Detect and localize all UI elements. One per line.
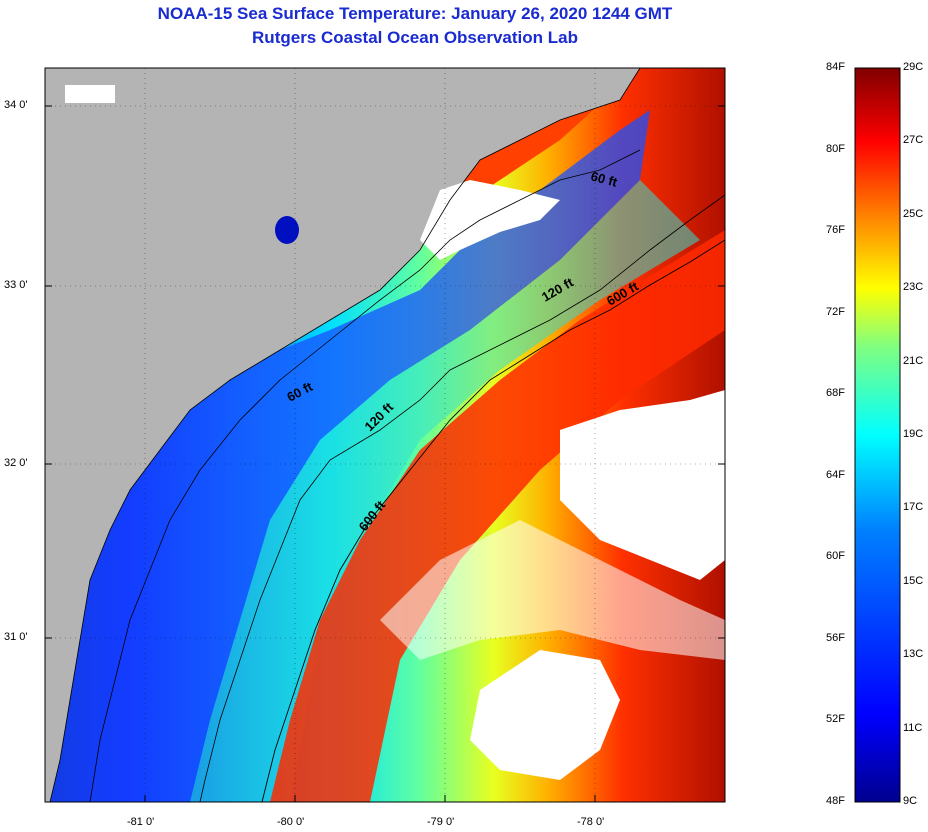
lat-label: 31 0' — [4, 631, 28, 643]
lon-label: -78 0' — [577, 816, 605, 828]
lat-label: 34 0' — [4, 99, 28, 111]
lat-label: 32 0' — [4, 457, 28, 469]
colorbar-fahrenheit-label: 68F — [826, 387, 845, 400]
cloud-area-east — [560, 390, 725, 580]
isobath-120ft — [199, 194, 725, 802]
isobath-600ft — [261, 239, 725, 802]
colorbar-fahrenheit-label: 52F — [826, 713, 845, 726]
map-subtitle: Rutgers Coastal Ocean Observation Lab — [252, 28, 578, 47]
cloud-area-speckled — [380, 520, 725, 660]
colorbar-celsius-label: 27C — [903, 134, 924, 147]
colorbar-celsius-label: 13C — [903, 648, 924, 661]
colorbar-celsius-label: 15C — [903, 574, 924, 587]
colorbar-fahrenheit-label: 80F — [826, 142, 845, 155]
colorbar-celsius-label: 19C — [903, 428, 924, 440]
map-title: NOAA-15 Sea Surface Temperature: January… — [157, 4, 673, 23]
colorbar-celsius-label: 29C — [903, 61, 924, 73]
isobath-60ft — [89, 149, 641, 802]
colorbar-celsius-label: 21C — [903, 354, 924, 367]
isobath-label: 60 ft — [589, 168, 619, 190]
lon-label: -80 0' — [277, 816, 305, 828]
colorbar-celsius-label: 17C — [903, 501, 924, 514]
colorbar-fahrenheit-label: 48F — [826, 795, 845, 807]
map-panel: 60 ft 60 ft 120 ft 120 ft 600 ft 600 ft — [45, 68, 725, 802]
colorbar-fahrenheit-label: 76F — [826, 224, 845, 237]
lon-label: -81 0' — [127, 816, 155, 828]
colorbar-fahrenheit-label: 60F — [826, 550, 845, 563]
colorbar-celsius-label: 11C — [903, 721, 923, 734]
colorbar-fahrenheit-label: 84F — [826, 61, 845, 73]
colorbar-fahrenheit-label: 64F — [826, 468, 845, 481]
colorbar-fahrenheit-label: 72F — [826, 305, 845, 318]
colorbar-celsius-label: 25C — [903, 207, 924, 220]
colorbar — [854, 67, 901, 803]
lon-ticks — [144, 795, 596, 802]
lat-ticks — [45, 105, 725, 639]
map-frame — [44, 67, 726, 803]
lake — [275, 216, 299, 244]
cloud-area-south — [470, 650, 620, 780]
colorbar-fahrenheit-label: 56F — [826, 631, 845, 644]
lon-label: -79 0' — [427, 816, 455, 828]
land-area — [45, 68, 640, 802]
colorbar-celsius-label: 23C — [903, 281, 924, 294]
shelf-water — [45, 110, 650, 802]
coastline — [49, 68, 641, 802]
gulf-stream — [270, 230, 725, 802]
cloud-patch — [65, 85, 115, 103]
grid-lines — [45, 68, 725, 802]
cloud-area-north — [420, 180, 560, 260]
colorbar-celsius-label: 9C — [903, 795, 918, 807]
lat-label: 33 0' — [4, 279, 28, 291]
